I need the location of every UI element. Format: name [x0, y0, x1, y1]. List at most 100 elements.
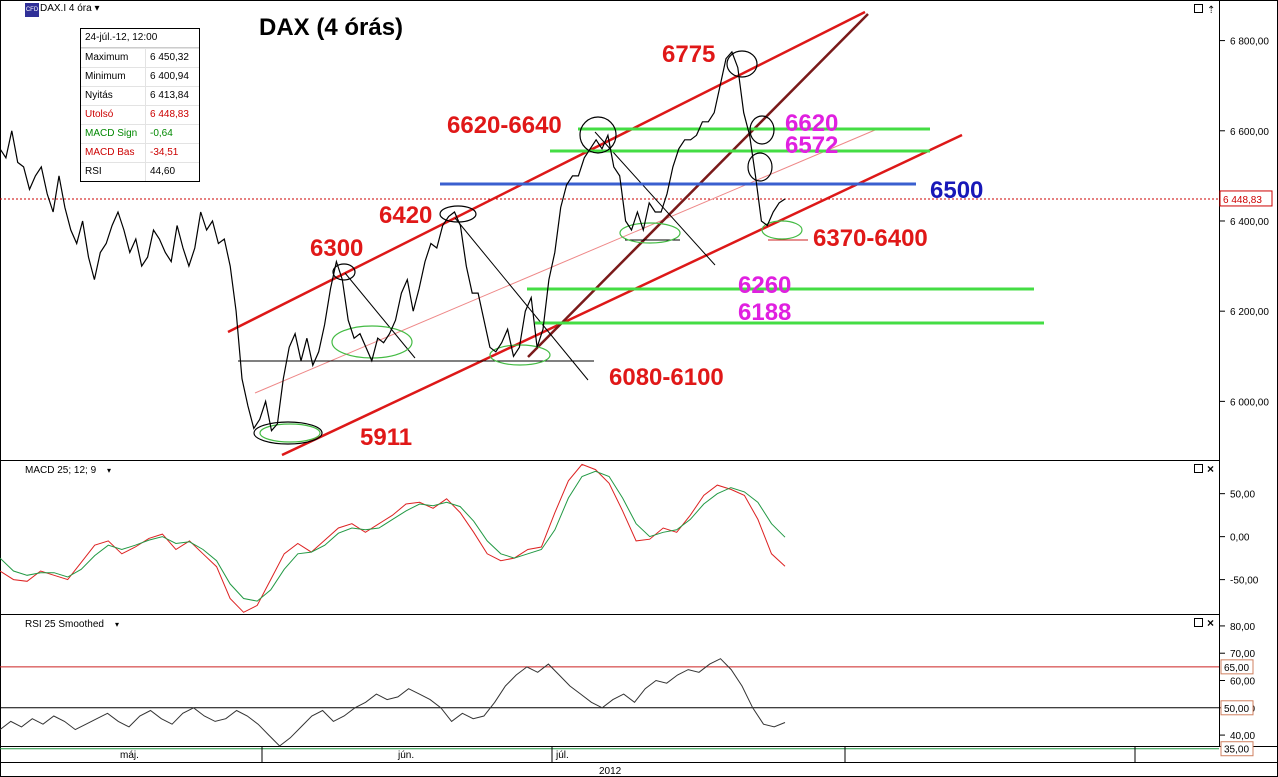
down-trend-line — [594, 131, 716, 266]
ohlc-row-value: 6 448,83 — [150, 109, 189, 120]
ohlc-row-value: 6 400,94 — [150, 71, 189, 82]
ohlc-row-label: Nyitás — [81, 87, 146, 105]
price-series — [0, 50, 786, 433]
ohlc-row-label: MACD Sign — [81, 125, 146, 143]
rsi-level-marker — [1220, 741, 1254, 757]
year-label: 2012 — [599, 766, 622, 777]
maximize-icon[interactable] — [1194, 618, 1203, 627]
ohlc-row: Utolsó 6 448,83 — [81, 105, 199, 124]
y-tick-label: 80,00 — [1230, 622, 1255, 633]
ohlc-row: Maximum 6 450,32 — [81, 48, 199, 67]
ohlc-row-label: Utolsó — [81, 106, 146, 124]
scroll-up-icon[interactable]: ⇡ — [1207, 5, 1215, 16]
down-trend-line — [344, 272, 416, 359]
y-tick-label: 6 400,00 — [1230, 217, 1269, 228]
highlight-ellipse — [761, 220, 803, 240]
close-icon[interactable]: × — [1207, 462, 1214, 476]
ohlc-row-value: 6 450,32 — [150, 52, 189, 63]
time-axis: máj. jún. júl. 2012 — [120, 746, 1136, 777]
ohlc-row-label: RSI — [81, 163, 146, 181]
highlight-ellipse — [726, 50, 758, 78]
y-tick-label: 40,00 — [1230, 731, 1255, 742]
dropdown-icon[interactable]: ▾ — [115, 620, 119, 629]
price-label: 6370-6400 — [813, 225, 928, 252]
highlight-ellipse — [253, 421, 323, 445]
last-price-marker — [1219, 190, 1273, 207]
macd-panel: -50,00 0,00 50,00 — [0, 463, 1259, 613]
maximize-icon[interactable] — [1194, 464, 1203, 473]
y-tick-label: 6 800,00 — [1230, 37, 1269, 48]
rsi-panel-label[interactable]: RSI 25 Smoothed — [25, 619, 104, 630]
channel-lower-line — [281, 133, 963, 457]
highlight-ellipse — [749, 115, 775, 145]
ohlc-row-label: Maximum — [81, 49, 146, 67]
month-label: máj. — [120, 750, 139, 761]
highlight-ellipse — [747, 152, 773, 182]
price-label: 6420 — [379, 202, 432, 229]
macd-series-line — [0, 470, 786, 602]
price-axis: 6 000,00 6 200,00 6 400,00 6 600,00 6 800,00… — [0, 37, 1273, 408]
rsi-level-marker — [1220, 659, 1254, 675]
down-trend-line — [454, 217, 589, 381]
y-tick-label: -50,00 — [1230, 576, 1259, 587]
chevron-down-icon[interactable]: ▾ — [94, 3, 100, 14]
ohlc-row-value: 6 413,84 — [150, 90, 189, 101]
ohlc-row-value: -34,51 — [150, 147, 179, 158]
maximize-icon[interactable] — [1194, 4, 1203, 13]
y-tick-label: 6 600,00 — [1230, 127, 1269, 138]
price-label: 6775 — [662, 41, 715, 68]
month-label: jún. — [397, 750, 414, 761]
level-label: 6500 — [930, 177, 983, 204]
highlight-ellipse — [259, 423, 321, 443]
ohlc-row: MACD Sign -0,64 — [81, 124, 199, 143]
panel-controls: ⇡ × × — [1194, 4, 1215, 630]
channel-mid-line — [254, 129, 876, 394]
level-label: 6188 — [738, 299, 791, 326]
rsi-series-line — [0, 658, 786, 747]
rsi-level-marker — [1220, 700, 1254, 716]
y-tick-label: 0,00 — [1230, 533, 1250, 544]
channel-upper-line — [227, 10, 866, 334]
y-tick-label: 6 000,00 — [1230, 397, 1269, 408]
ohlc-row-value: -0,64 — [150, 128, 173, 139]
chart-title: DAX (4 órás) — [259, 14, 404, 41]
ohlc-row-value: 44,60 — [150, 166, 176, 177]
price-label: 5911 — [360, 424, 412, 451]
ohlc-row: RSI 44,60 — [81, 162, 199, 181]
level-label: 6260 — [738, 272, 791, 299]
y-tick-label: 60,00 — [1230, 677, 1255, 688]
ohlc-row: MACD Bas -34,51 — [81, 143, 199, 162]
symbol-label[interactable]: DAX.I 4 óra ▾ — [40, 3, 100, 14]
highlight-ellipse — [619, 222, 681, 244]
ohlc-info-box: 24-júl.-12, 12:00 Maximum 6 450,32 Minimum… — [80, 28, 200, 182]
rsi-level-label: 65,00 — [1224, 663, 1249, 674]
ohlc-row: Minimum 6 400,94 — [81, 67, 199, 86]
symbol-text: DAX.I 4 óra — [40, 3, 92, 14]
price-label: 6080-6100 — [609, 364, 724, 391]
last-price-label: 6 448,83 — [1223, 195, 1262, 206]
month-label: júl. — [555, 750, 569, 761]
price-line — [0, 50, 786, 433]
close-icon[interactable]: × — [1207, 616, 1214, 630]
ohlc-row-label: Minimum — [81, 68, 146, 86]
highlight-ellipse — [439, 205, 477, 223]
dropdown-icon[interactable]: ▾ — [107, 466, 111, 475]
logo-text: CFD — [25, 7, 39, 13]
rsi-level-label: 35,00 — [1224, 745, 1249, 756]
ohlc-row: Nyitás 6 413,84 — [81, 86, 199, 105]
y-tick-label: 50,00 — [1230, 490, 1255, 501]
level-label: 6572 — [785, 132, 838, 159]
y-tick-label: 6 200,00 — [1230, 307, 1269, 318]
y-tick-label: 70,00 — [1230, 649, 1255, 660]
price-label: 6300 — [310, 235, 363, 262]
price-label: 6620-6640 — [447, 112, 562, 139]
instrument-logo-icon: CFD — [25, 3, 39, 17]
level-label: 6620 — [785, 110, 838, 137]
highlight-ellipse — [332, 263, 356, 281]
ohlc-row-label: MACD Bas — [81, 144, 146, 162]
highlight-ellipse — [579, 116, 617, 154]
macd-panel-label[interactable]: MACD 25; 12; 9 — [25, 465, 97, 476]
